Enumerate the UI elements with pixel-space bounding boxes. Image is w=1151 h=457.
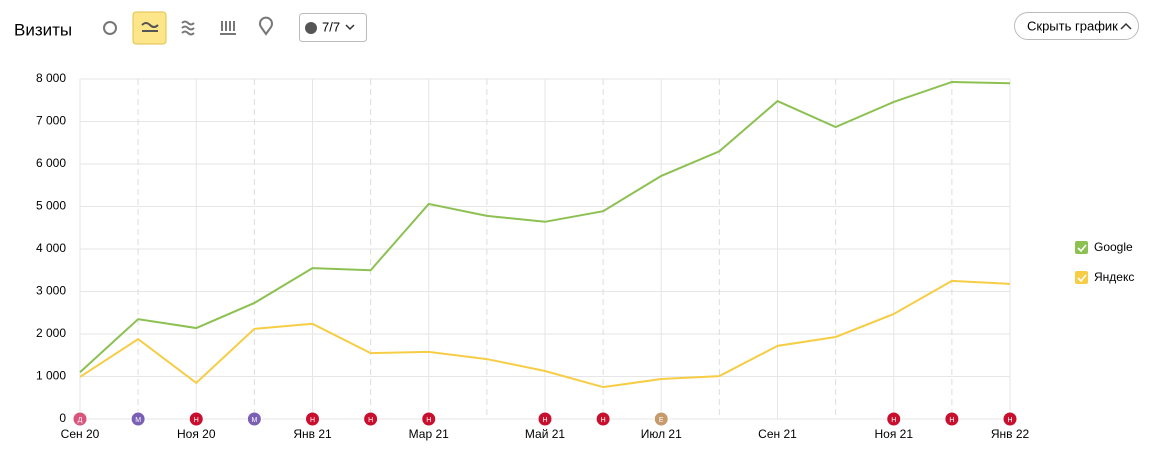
notes-dropdown[interactable]: [299, 13, 367, 42]
legend-label: Яндекс: [1094, 270, 1134, 284]
dropdown-arrow: [345, 24, 355, 31]
annotation-label: Д: [78, 417, 83, 424]
x-tick-label: Ноя 21: [874, 427, 913, 441]
x-tick-label: Ноя 20: [177, 427, 216, 441]
annotation-label: М: [135, 417, 141, 424]
annotation-label: Н: [1007, 417, 1012, 424]
annotation-marker: [421, 411, 437, 427]
series-line: [79, 279, 1011, 389]
x-tick-label: Сен 20: [61, 427, 100, 441]
bar-icon[interactable]: [220, 21, 236, 35]
legend-checkbox[interactable]: [1075, 271, 1088, 284]
x-tick-label: Июл 21: [641, 427, 682, 441]
annotation-label: Н: [194, 417, 199, 424]
x-tick-label: Мар 21: [409, 427, 449, 441]
annotation-label: Е: [659, 417, 664, 424]
annotation-marker: [130, 411, 146, 427]
annotation-marker: [595, 411, 611, 427]
hide-chart-button[interactable]: [1014, 12, 1139, 40]
annotation-label: Н: [310, 417, 315, 424]
annotation-marker: [653, 411, 669, 427]
y-tick-label: 0: [59, 411, 66, 425]
x-tick-label: Янв 21: [293, 427, 332, 441]
legend-label: Google: [1094, 240, 1133, 254]
legend-checkbox[interactable]: [1075, 241, 1088, 254]
y-tick-label: 3 000: [36, 284, 66, 298]
line-icon: [141, 22, 159, 32]
legend-check: [1077, 244, 1087, 253]
x-tick-label: Май 21: [525, 427, 566, 441]
hide-chart-label: Скрыть график: [1027, 18, 1118, 33]
annotation-label: Н: [368, 417, 373, 424]
annotation-marker: [188, 411, 204, 427]
notes-icon: [305, 22, 317, 34]
annotation-marker: [537, 411, 553, 427]
y-tick-label: 2 000: [36, 326, 66, 340]
y-tick-label: 1 000: [36, 369, 66, 383]
series-line: [79, 80, 1011, 373]
annotation-marker: [72, 411, 88, 427]
annotation-marker: [886, 411, 902, 427]
x-tick-label: Сен 21: [758, 427, 797, 441]
annotation-marker: [246, 411, 262, 427]
y-tick-label: 5 000: [36, 199, 66, 213]
annotation-label: М: [251, 417, 257, 424]
annotation-label: Н: [542, 417, 547, 424]
toolbar: [103, 11, 1139, 45]
legend-check: [1077, 274, 1087, 283]
pie-icon[interactable]: [103, 21, 117, 35]
area-icon[interactable]: [181, 20, 195, 36]
annotation-marker: [944, 411, 960, 427]
notes-count: 7/7: [322, 19, 340, 34]
map-icon[interactable]: [259, 16, 273, 36]
chart-title: Визиты: [14, 20, 72, 39]
annotation-label: Н: [949, 417, 954, 424]
annotation-marker: [363, 411, 379, 427]
x-tick-label: Янв 22: [991, 427, 1030, 441]
y-tick-label: 7 000: [36, 114, 66, 128]
annotation-label: Н: [601, 417, 606, 424]
y-tick-label: 4 000: [36, 241, 66, 255]
line-icon-selected[interactable]: [132, 11, 167, 45]
annotation-label: Н: [426, 417, 431, 424]
hide-arrow: [1120, 22, 1132, 30]
y-tick-label: 6 000: [36, 156, 66, 170]
annotation-label: Н: [891, 417, 896, 424]
annotation-marker: [1002, 411, 1018, 427]
y-tick-label: 8 000: [36, 71, 66, 85]
annotation-marker: [305, 411, 320, 427]
